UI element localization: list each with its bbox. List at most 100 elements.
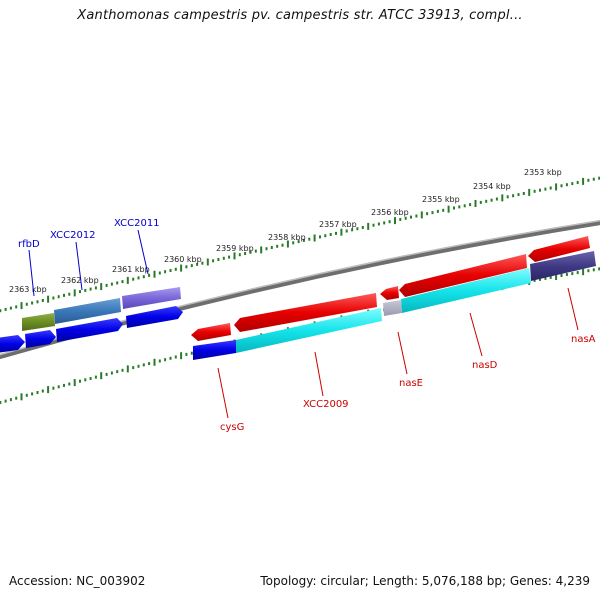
tick-mark — [576, 271, 579, 275]
tick-mark — [463, 204, 466, 208]
tick-mark — [560, 274, 563, 277]
gene-feature-rfbD — [54, 298, 121, 324]
tick-mark — [158, 359, 161, 363]
tick-mark — [587, 178, 590, 182]
tick-mark — [0, 401, 2, 404]
tick-mark — [110, 371, 113, 375]
tick-mark — [260, 246, 263, 254]
tick-mark — [185, 265, 188, 269]
tick-mark — [185, 352, 188, 356]
gene-feature-blue-3 — [56, 318, 123, 342]
tick-mark — [15, 305, 18, 309]
tick-mark — [217, 258, 220, 261]
tick-mark — [324, 234, 327, 238]
genome-summary: Topology: circular; Length: 5,076,188 bp… — [260, 574, 590, 588]
tick-mark — [212, 259, 215, 263]
tick-mark — [52, 296, 55, 300]
tick-mark — [265, 247, 268, 251]
tick-mark — [415, 214, 418, 218]
tick-label: 2359 kbp — [216, 244, 254, 253]
reverse-strand-features — [191, 236, 596, 353]
tick-mark — [148, 273, 151, 277]
tick-mark — [126, 276, 129, 284]
tick-mark — [410, 215, 412, 219]
map-title: Xanthomonas campestris pv. campestris st… — [77, 8, 523, 23]
tick-mark — [388, 220, 391, 224]
gene-label-nasA: nasA — [571, 334, 596, 345]
leader-cysG — [217, 367, 229, 419]
tick-mark — [254, 249, 257, 253]
tick-mark — [4, 399, 7, 403]
tick-mark — [479, 200, 482, 204]
tick-mark — [116, 281, 119, 285]
tick-mark — [436, 209, 439, 213]
tick-mark — [84, 288, 87, 292]
tick-mark — [474, 200, 477, 207]
tick-mark — [206, 258, 209, 266]
tick-mark — [137, 364, 140, 368]
accession-label: Accession: NC_003902 — [9, 574, 146, 588]
tick-mark — [367, 222, 370, 230]
tick-mark — [544, 276, 547, 280]
tick-mark — [565, 273, 568, 276]
tick-mark — [555, 273, 558, 280]
leader-nasE — [397, 331, 408, 375]
tick-mark — [249, 250, 252, 254]
tick-mark — [153, 270, 156, 278]
tick-mark — [36, 391, 39, 394]
tick-mark — [47, 386, 50, 394]
tick-mark — [233, 252, 236, 260]
tick-mark — [539, 188, 541, 192]
leader-XCC2011 — [137, 229, 149, 275]
tick-mark — [485, 199, 488, 203]
tick-mark — [453, 206, 455, 210]
tick-mark — [512, 194, 515, 198]
tick-mark — [598, 176, 600, 180]
tick-mark — [180, 352, 183, 360]
tick-label: 2363 kbp — [9, 285, 47, 294]
tick-mark — [89, 377, 92, 380]
tick-mark — [68, 292, 71, 296]
tick-mark — [164, 270, 167, 274]
tick-mark — [469, 203, 472, 207]
tick-mark — [110, 282, 113, 286]
tick-mark — [63, 293, 65, 297]
gene-label-nasD: nasD — [472, 360, 498, 371]
tick-mark — [63, 383, 65, 387]
tick-mark — [84, 378, 87, 382]
tick-mark — [105, 283, 108, 287]
tick-mark — [73, 289, 76, 297]
gene-label-XCC2012: XCC2012 — [50, 230, 96, 241]
tick-mark — [544, 187, 547, 191]
tick-mark — [222, 256, 225, 260]
tick-mark — [377, 222, 380, 226]
tick-mark — [79, 379, 81, 383]
tick-mark — [238, 253, 241, 257]
tick-mark — [533, 189, 536, 193]
tick-mark — [121, 280, 124, 284]
tick-mark — [276, 244, 279, 248]
gene-feature-XCC2009 — [236, 308, 382, 353]
gene-feature-nasD — [401, 268, 531, 313]
tick-mark — [57, 295, 60, 299]
leader-nasA — [567, 287, 579, 331]
tick-mark — [549, 275, 552, 279]
tick-mark — [100, 372, 103, 380]
tick-mark — [302, 238, 305, 242]
label-leader-lines — [28, 229, 579, 419]
tick-mark — [458, 205, 461, 209]
gene-feature-XCC2011 — [122, 287, 181, 309]
tick-mark — [447, 205, 450, 213]
tick-mark — [20, 302, 23, 310]
gene-feature-blue-2 — [25, 330, 56, 348]
tick-mark — [308, 237, 311, 241]
tick-mark — [36, 300, 39, 304]
tick-mark — [555, 183, 558, 191]
tick-mark — [174, 355, 177, 359]
tick-mark — [148, 362, 151, 366]
gene-label-cysG: cysG — [220, 422, 244, 433]
gene-feature-blue-4 — [126, 306, 183, 328]
tick-mark — [383, 221, 386, 225]
gene-feature-nasA — [528, 236, 590, 262]
tick-mark — [126, 365, 129, 373]
